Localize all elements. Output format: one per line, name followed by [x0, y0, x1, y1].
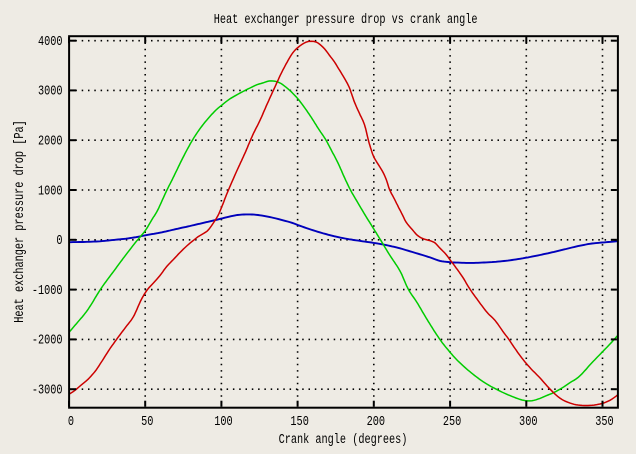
svg-text:4000: 4000	[38, 34, 63, 50]
svg-text:Heat exchanger pressure drop v: Heat exchanger pressure drop vs crank an…	[214, 11, 478, 27]
svg-text:-3000: -3000	[32, 382, 63, 398]
svg-text:200: 200	[367, 413, 385, 429]
svg-text:150: 150	[290, 413, 308, 429]
svg-text:-2000: -2000	[32, 332, 63, 348]
svg-text:2000: 2000	[38, 133, 63, 149]
svg-text:350: 350	[595, 413, 613, 429]
svg-text:300: 300	[519, 413, 537, 429]
svg-text:0: 0	[56, 233, 62, 249]
svg-text:250: 250	[443, 413, 461, 429]
svg-text:-1000: -1000	[32, 282, 63, 298]
svg-text:Heat exchanger pressure drop [: Heat exchanger pressure drop [Pa]	[12, 120, 28, 322]
svg-text:100: 100	[214, 413, 232, 429]
svg-text:3000: 3000	[38, 83, 63, 99]
svg-text:1000: 1000	[38, 183, 63, 199]
svg-text:Crank angle (degrees): Crank angle (degrees)	[279, 432, 408, 448]
svg-text:50: 50	[141, 413, 153, 429]
svg-text:0: 0	[68, 413, 74, 429]
